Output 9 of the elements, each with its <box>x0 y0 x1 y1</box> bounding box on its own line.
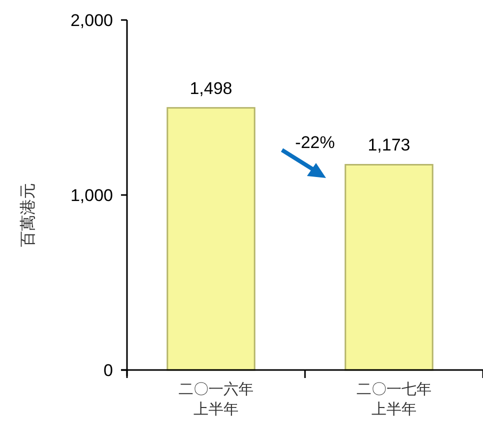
x-tick-label: 二〇一六年上半年 <box>178 381 254 418</box>
y-tick-label: 1,000 <box>70 186 113 205</box>
annotation: -22% <box>295 133 335 152</box>
data-label: 1,173 <box>368 136 410 155</box>
data-label: 1,498 <box>190 78 232 98</box>
y-axis-title: 百萬港元 <box>19 183 37 247</box>
y-tick-label: 0 <box>104 361 113 380</box>
x-tick-label: 二〇一七年上半年 <box>356 381 432 418</box>
y-tick-label: 2,000 <box>70 11 113 30</box>
